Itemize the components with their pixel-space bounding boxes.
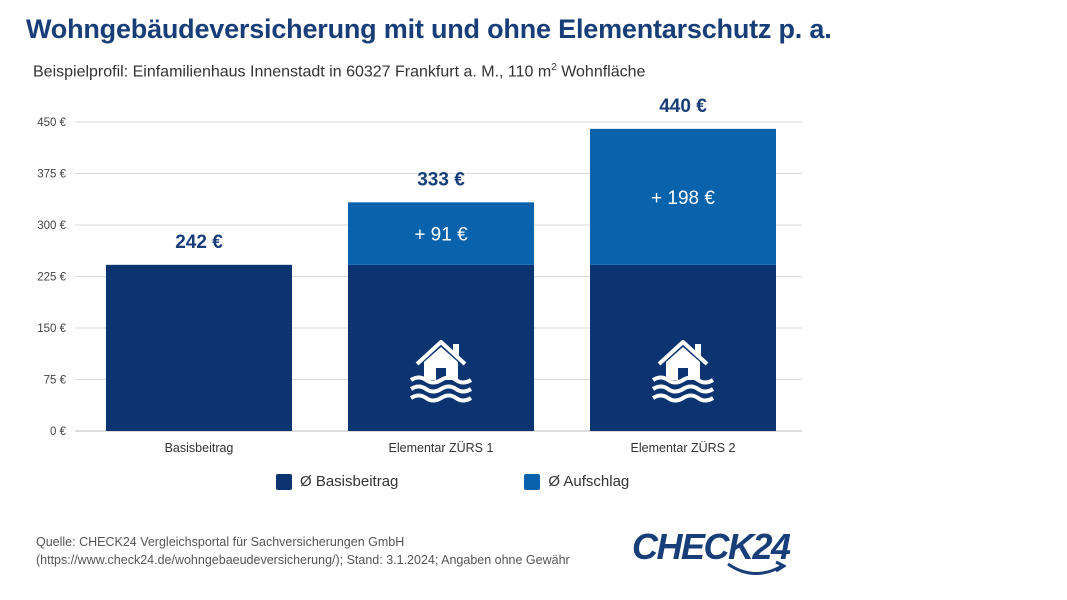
- y-tick-label: 300 €: [37, 220, 66, 232]
- total-value-label: 242 €: [175, 232, 223, 253]
- source-note: Quelle: CHECK24 Vergleichsportal für Sac…: [36, 533, 570, 569]
- source-line-2: (https://www.check24.de/wohngebaeudevers…: [36, 553, 570, 567]
- check24-logo: CHECK24: [632, 526, 791, 567]
- legend-swatch-aufschlag: [524, 473, 541, 490]
- legend-item-basisbeitrag: Ø Basisbeitrag: [276, 473, 398, 490]
- legend-swatch-basisbeitrag: [276, 473, 292, 490]
- y-tick-label: 0 €: [50, 426, 67, 438]
- category-label: Basisbeitrag: [165, 441, 234, 455]
- flooded-house-icon: [651, 340, 715, 403]
- segment-value-label: + 198 €: [651, 188, 715, 209]
- y-tick-label: 450 €: [37, 117, 66, 129]
- bar-aufschlag: [348, 202, 534, 265]
- y-tick-label: 75 €: [44, 375, 67, 387]
- category-label: Elementar ZÜRS 2: [631, 441, 736, 455]
- y-tick-label: 225 €: [37, 272, 66, 284]
- y-tick-label: 375 €: [37, 169, 66, 181]
- category-label: Elementar ZÜRS 1: [389, 441, 494, 455]
- legend-label-basisbeitrag: Ø Basisbeitrag: [300, 473, 399, 490]
- source-line-1: Quelle: CHECK24 Vergleichsportal für Sac…: [36, 535, 405, 549]
- y-tick-label: 150 €: [37, 323, 66, 335]
- subtitle-text: Beispielprofil: Einfamilienhaus Innensta…: [33, 63, 552, 81]
- logo-swoosh-icon: [727, 560, 786, 575]
- legend: Ø Basisbeitrag Ø Aufschlag: [276, 473, 629, 490]
- subtitle-end: Wohnfläche: [556, 63, 646, 81]
- chart-title: Wohngebäudeversicherung mit und ohne Ele…: [26, 14, 832, 44]
- legend-label-aufschlag: Ø Aufschlag: [548, 473, 630, 490]
- bar-basisbeitrag: [106, 264, 292, 431]
- total-value-label: 440 €: [659, 96, 707, 117]
- bar-chart: 0 € 75 € 150 € 225 € 300 € 375 € 450 € 242 € Bas…: [37, 96, 802, 455]
- flooded-house-icon: [409, 340, 473, 403]
- bar-aufschlag: [590, 128, 776, 265]
- subtitle-superscript: 2: [551, 62, 557, 73]
- legend-item-aufschlag: Ø Aufschlag: [524, 473, 629, 490]
- chart-subtitle: Beispielprofil: Einfamilienhaus Innensta…: [33, 62, 645, 81]
- segment-value-label: + 91 €: [414, 225, 468, 246]
- total-value-label: 333 €: [417, 169, 465, 190]
